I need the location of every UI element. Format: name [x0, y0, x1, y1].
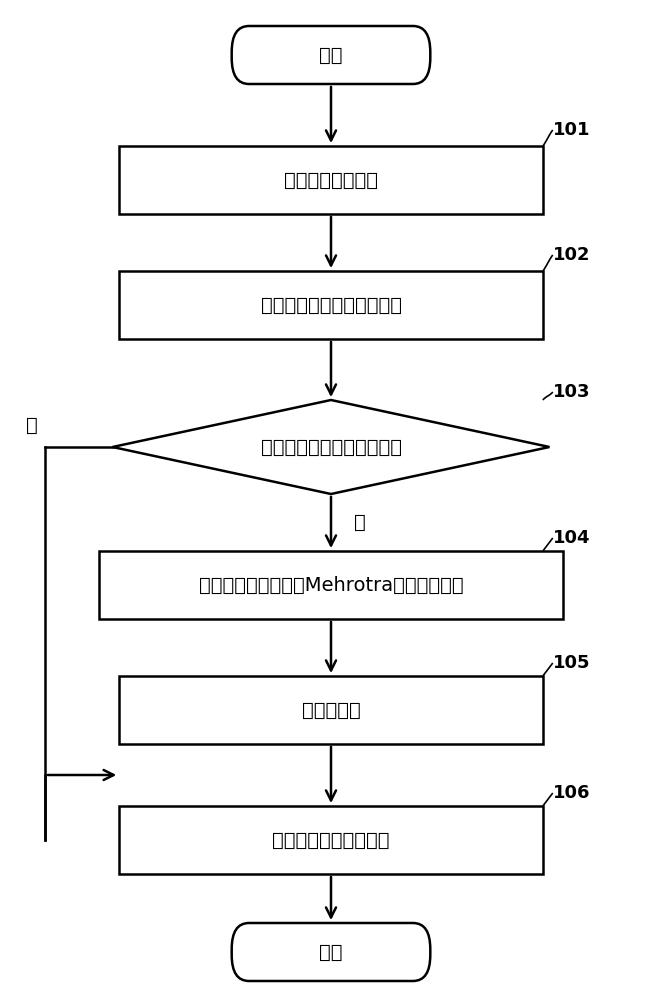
Text: 进行后处理: 进行后处理 [302, 700, 360, 720]
Text: 输出二次规划问题的解: 输出二次规划问题的解 [272, 830, 390, 850]
Text: 104: 104 [553, 529, 591, 547]
Bar [119, 806, 543, 874]
Text: 否: 否 [26, 416, 38, 434]
Text: 结束: 结束 [319, 942, 343, 962]
Text: 开始: 开始 [319, 45, 343, 64]
Text: 102: 102 [553, 246, 591, 264]
Text: 判断二次规划问题是否正常: 判断二次规划问题是否正常 [261, 438, 401, 456]
Text: 对二次规划问题进行预求解: 对二次规划问题进行预求解 [261, 296, 401, 314]
Bar [119, 676, 543, 744]
FancyBboxPatch shape [232, 26, 430, 84]
Text: 103: 103 [553, 383, 591, 401]
FancyBboxPatch shape [232, 923, 430, 981]
Text: 对二次规划问题进行Mehrotra预测修正迭代: 对二次规划问题进行Mehrotra预测修正迭代 [199, 576, 463, 594]
Bar [119, 271, 543, 339]
Text: 101: 101 [553, 121, 591, 139]
Text: 105: 105 [553, 654, 591, 672]
Text: 输入二次规划问题: 输入二次规划问题 [284, 170, 378, 190]
Bar [99, 551, 563, 619]
Text: 是: 是 [354, 512, 366, 532]
Bar [119, 146, 543, 214]
Text: 106: 106 [553, 784, 591, 802]
Polygon shape [113, 400, 549, 494]
